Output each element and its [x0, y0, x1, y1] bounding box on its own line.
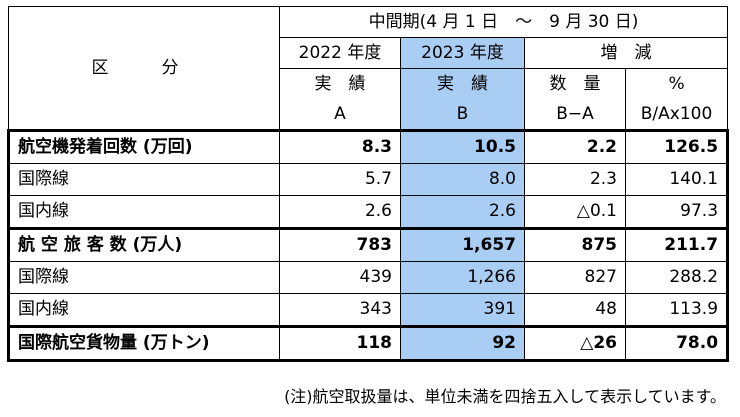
- value-pct: 126.5: [624, 129, 730, 164]
- a-header: A: [279, 99, 401, 131]
- value-a: 439: [279, 261, 401, 294]
- value-diff: 2.3: [524, 163, 626, 196]
- row-label: 航 空 旅 客 数 (万人): [7, 227, 280, 262]
- fy2023-header: 2023 年度: [400, 37, 525, 69]
- suryo-header: 数 量: [524, 68, 626, 99]
- value-diff: △0.1: [524, 195, 626, 230]
- value-b: 1,266: [400, 261, 525, 294]
- value-b: 2.6: [400, 195, 525, 230]
- value-diff: 827: [524, 261, 626, 294]
- value-a: 118: [279, 325, 401, 362]
- table-row: 国内線 343 391 48 113.9: [7, 293, 730, 328]
- pct-header: %: [624, 68, 729, 99]
- value-diff: 48: [524, 293, 626, 328]
- value-b: 8.0: [400, 163, 525, 196]
- row-label: 国内線: [7, 195, 280, 230]
- b-minus-a-header: B−A: [524, 99, 626, 131]
- value-b: 1,657: [400, 227, 525, 262]
- row-label: 国際航空貨物量 (万トン): [7, 325, 280, 362]
- table-row: 国内線 2.6 2.6 △0.1 97.3: [7, 195, 730, 230]
- table-row: 国際線 439 1,266 827 288.2: [7, 261, 730, 294]
- ratio-header: B/Ax100: [624, 99, 729, 131]
- value-pct: 78.0: [624, 325, 730, 362]
- jisseki-b-header: 実 績: [400, 68, 525, 99]
- period-header: 中間期(4 月 1 日 ～ 9 月 30 日): [278, 6, 729, 38]
- value-a: 8.3: [279, 129, 401, 164]
- table-row: 国際航空貨物量 (万トン) 118 92 △26 78.0: [7, 325, 730, 362]
- value-a: 783: [279, 227, 401, 262]
- row-label: 国際線: [7, 163, 280, 196]
- value-a: 2.6: [279, 195, 401, 230]
- value-pct: 140.1: [624, 163, 730, 196]
- value-b: 92: [400, 325, 525, 362]
- row-label: 国内線: [7, 293, 280, 328]
- table-row: 国際線 5.7 8.0 2.3 140.1: [7, 163, 730, 196]
- zougen-header: 増 減: [523, 37, 729, 69]
- airport-statistics-table: 区 分 中間期(4 月 1 日 ～ 9 月 30 日) 2022 年度 2023…: [7, 6, 730, 362]
- value-pct: 211.7: [624, 227, 730, 262]
- value-b: 391: [400, 293, 525, 328]
- value-a: 343: [279, 293, 401, 328]
- row-label: 国際線: [7, 261, 280, 294]
- value-diff: △26: [524, 325, 626, 362]
- value-pct: 113.9: [624, 293, 730, 328]
- fy2022-header: 2022 年度: [279, 37, 401, 69]
- table-row: 航 空 旅 客 数 (万人) 783 1,657 875 211.7: [7, 227, 730, 262]
- table-row: 航空機発着回数 (万回) 8.3 10.5 2.2 126.5: [7, 129, 730, 164]
- value-a: 5.7: [279, 163, 401, 196]
- b-header: B: [400, 99, 525, 131]
- value-pct: 288.2: [624, 261, 730, 294]
- row-label: 航空機発着回数 (万回): [7, 129, 280, 164]
- jisseki-a-header: 実 績: [279, 68, 401, 99]
- value-b: 10.5: [400, 129, 525, 164]
- footnote: (注)航空取扱量は、単位未満を四捨五入して表示しています。: [284, 387, 726, 406]
- kubun-header: 区 分: [8, 6, 280, 131]
- value-diff: 875: [524, 227, 626, 262]
- value-diff: 2.2: [524, 129, 626, 164]
- value-pct: 97.3: [624, 195, 730, 230]
